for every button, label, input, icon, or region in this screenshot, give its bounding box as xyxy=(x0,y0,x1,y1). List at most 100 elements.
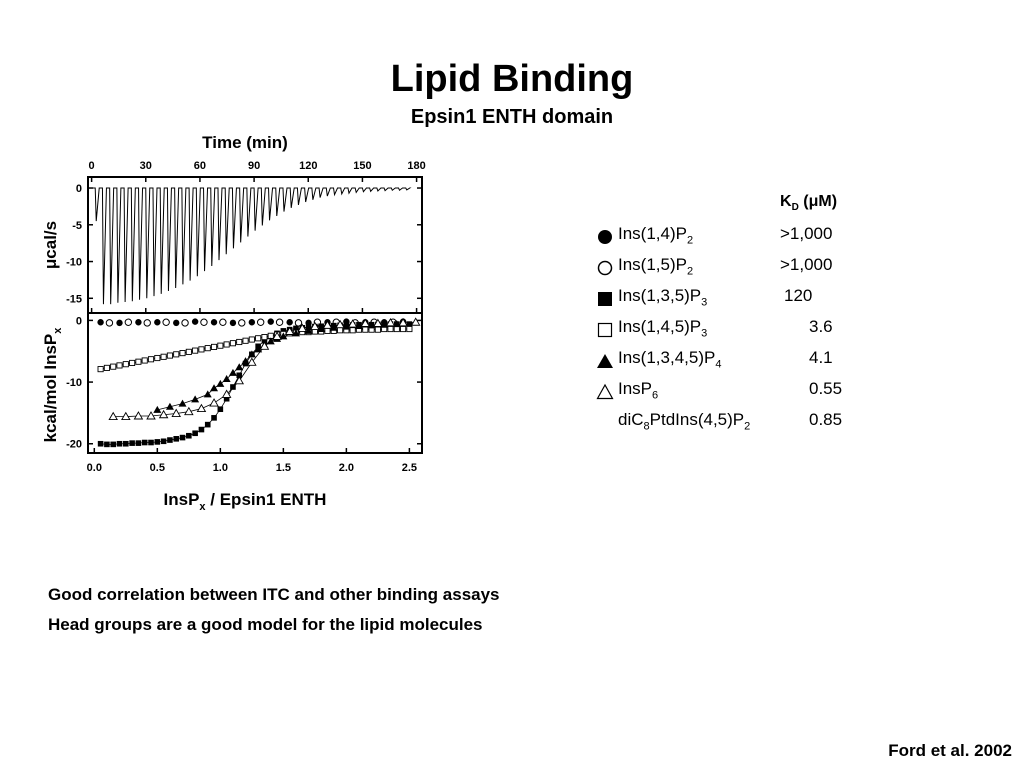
data-point-filled-triangle xyxy=(247,350,256,358)
open-triangle-icon xyxy=(596,383,614,400)
thermogram-frame xyxy=(87,176,423,314)
legend-label-text: Ins(1,4,5)P xyxy=(618,317,702,336)
bottom-y-tick-label: -20 xyxy=(66,439,82,451)
data-point-filled-triangle xyxy=(317,325,326,333)
slide-title: Lipid Binding xyxy=(390,58,634,100)
data-point-open-triangle xyxy=(108,411,118,421)
data-point-filled-triangle xyxy=(222,374,231,382)
top-y-tick-label: -5 xyxy=(72,220,82,232)
note-line-2: Head groups are a good model for the lip… xyxy=(48,615,483,634)
legend-marker xyxy=(597,322,613,338)
data-point-open-square xyxy=(129,359,136,367)
data-point-open-square xyxy=(192,347,199,354)
data-point-open-square xyxy=(179,350,186,357)
data-point-filled-square xyxy=(123,440,129,447)
data-point-filled-square xyxy=(129,440,135,446)
data-point-open-triangle xyxy=(209,398,219,407)
data-point-open-square xyxy=(141,357,148,364)
data-point-filled-square xyxy=(135,440,142,446)
top-x-tick-label: 150 xyxy=(353,160,371,172)
data-point-open-square xyxy=(116,362,123,369)
open-square-icon xyxy=(597,322,613,338)
data-point-filled-triangle xyxy=(216,379,225,387)
data-point-open-triangle xyxy=(272,331,282,340)
kd-header-sub: D xyxy=(791,202,799,214)
legend-label: Ins(1,5)P2 xyxy=(618,255,693,277)
data-point-open-square xyxy=(173,351,180,358)
bottom-x-tick-label: 1.0 xyxy=(213,462,228,474)
data-point-open-square xyxy=(229,340,236,347)
legend-label-text: Ins(1,3,4,5)P xyxy=(618,348,716,367)
data-point-filled-triangle xyxy=(165,402,174,410)
data-point-filled-square xyxy=(116,440,123,447)
data-point-filled-square xyxy=(280,328,287,334)
data-point-open-square xyxy=(393,325,400,333)
data-point-open-triangle xyxy=(171,408,182,417)
data-point-filled-square xyxy=(179,434,186,441)
legend-kd-value: 4.1 xyxy=(809,348,833,367)
data-point-filled-triangle xyxy=(228,368,237,376)
data-point-filled-square xyxy=(173,436,180,442)
data-point-filled-circle xyxy=(286,319,293,326)
data-point-filled-square xyxy=(160,438,167,445)
data-point-filled-triangle xyxy=(241,357,250,365)
data-point-filled-circle xyxy=(191,318,199,325)
citation: Ford et al. 2002 xyxy=(888,741,1012,760)
data-point-open-circle xyxy=(181,319,189,327)
legend-marker xyxy=(598,292,612,306)
data-point-open-square xyxy=(324,327,331,334)
kd-header-k: K xyxy=(780,193,792,210)
data-point-filled-circle xyxy=(135,319,142,326)
data-point-open-square xyxy=(166,352,173,359)
data-point-filled-triangle xyxy=(178,399,187,407)
legend-label: Ins(1,4,5)P3 xyxy=(618,317,707,339)
data-point-open-square xyxy=(110,363,117,370)
legend-marker xyxy=(596,383,614,400)
top-x-tick-label: 0 xyxy=(89,160,95,172)
data-point-open-circle xyxy=(219,318,227,326)
data-point-filled-square xyxy=(217,406,224,413)
data-point-filled-triangle xyxy=(203,390,212,398)
bottom-x-axis-label-tail: / Epsin1 ENTH xyxy=(206,490,327,509)
bottom-x-axis-label: InsPx / Epsin1 ENTH xyxy=(164,490,327,513)
bottom-x-tick-label: 1.5 xyxy=(276,462,291,474)
legend-label-text: Ins(1,5)P xyxy=(618,255,687,274)
data-point-filled-square xyxy=(204,421,211,428)
data-point-open-circle xyxy=(275,318,284,326)
data-point-open-square xyxy=(97,366,104,373)
legend-kd-value: >1,000 xyxy=(780,224,833,243)
filled-circle-icon xyxy=(598,230,612,244)
data-point-filled-square xyxy=(154,439,161,445)
data-point-open-square xyxy=(255,335,262,342)
filled-square-icon xyxy=(598,292,612,306)
legend-label: InsP6 xyxy=(618,379,658,401)
data-point-open-triangle xyxy=(322,320,333,329)
data-point-filled-triangle xyxy=(191,395,200,403)
top-y-axis-label: μcal/s xyxy=(41,221,60,269)
data-point-open-triangle xyxy=(398,317,408,327)
data-point-open-square xyxy=(242,337,249,344)
data-point-open-square xyxy=(154,354,161,362)
data-point-open-circle xyxy=(238,319,246,327)
data-point-filled-triangle xyxy=(304,326,313,334)
legend-marker xyxy=(598,230,612,244)
top-x-tick-label: 120 xyxy=(299,160,317,172)
legend-kd-value: >1,000 xyxy=(780,255,833,274)
bottom-x-axis-label-sub: x xyxy=(199,501,206,513)
legend-label-sub: 2 xyxy=(686,234,694,247)
data-point-open-circle xyxy=(200,318,208,326)
legend-kd-value: 0.85 xyxy=(809,410,843,429)
bottom-x-tick-label: 0.5 xyxy=(150,462,165,474)
data-point-open-square xyxy=(185,348,192,355)
data-point-open-triangle xyxy=(196,403,207,413)
bottom-y-axis-label-part: kcal/mol InsP xyxy=(41,334,60,443)
legend-label-text: Ins(1,3,5)P xyxy=(618,286,702,305)
data-point-open-triangle xyxy=(335,319,345,329)
legend-label-sub: 3 xyxy=(701,327,708,340)
top-x-tick-label: 90 xyxy=(248,160,260,172)
top-x-axis-label: Time (min) xyxy=(202,133,288,152)
data-point-filled-square xyxy=(97,440,104,447)
kd-header-unit: (μM) xyxy=(798,193,838,210)
data-point-open-triangle xyxy=(221,389,232,398)
